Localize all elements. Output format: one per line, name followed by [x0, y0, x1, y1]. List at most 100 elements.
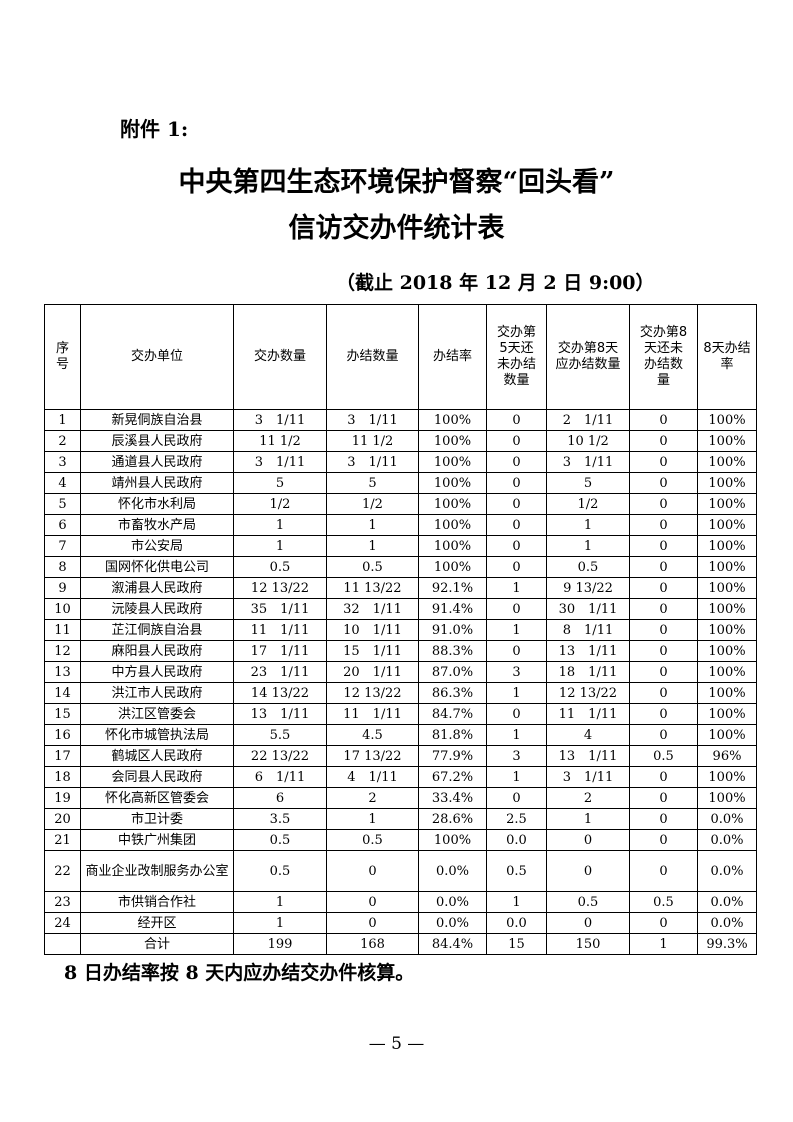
table-cell: 0.0% [697, 891, 757, 913]
table-cell: 20 1/11 [326, 661, 419, 683]
table-cell: 5 [546, 472, 630, 494]
table-cell: 鹤城区人民政府 [80, 745, 234, 767]
table-cell: 100% [697, 472, 757, 494]
table-cell: 20 [44, 808, 81, 830]
table-cell [44, 933, 81, 955]
table-cell: 150 [546, 933, 630, 955]
table-cell: 23 [44, 891, 81, 913]
table-cell: 2.5 [486, 808, 547, 830]
statistics-table: 序号 交办单位 交办数量 办结数量 办结率 交办第5天还未办结数量 交办第8天应办结数量 交办… [44, 304, 757, 955]
table-row: 15 洪江区管委会 13 1/11 11 1/11 84.7% 0 11 1/11 0 100% [44, 703, 757, 725]
table-cell: 0.5 [233, 556, 327, 578]
table-cell: 91.4% [418, 598, 487, 620]
table-cell: 8 [44, 556, 81, 578]
table-cell: 1/2 [233, 493, 327, 515]
table-cell: 14 [44, 682, 81, 704]
table-cell: 10 [44, 598, 81, 620]
table-cell: 100% [418, 451, 487, 473]
table-cell: 11 [44, 619, 81, 641]
table-cell: 12 [44, 640, 81, 662]
table-cell: 0.0% [697, 912, 757, 934]
table-row: 16 怀化市城管执法局 5.5 4.5 81.8% 1 4 0 100% [44, 724, 757, 746]
table-cell: 0.0% [697, 829, 757, 851]
table-cell: 市卫计委 [80, 808, 234, 830]
table-cell: 100% [418, 514, 487, 536]
table-cell: 1 [233, 891, 327, 913]
table-cell: 100% [697, 619, 757, 641]
table-cell: 1 [486, 577, 547, 599]
table-cell: 0.5 [233, 850, 327, 892]
table-cell: 合计 [80, 933, 234, 955]
table-cell: 0 [486, 703, 547, 725]
table-cell: 0.5 [629, 745, 698, 767]
attachment-label: 附件 1: [120, 117, 189, 141]
table-cell: 19 [44, 787, 81, 809]
table-cell: 2 1/11 [546, 409, 630, 431]
table-cell: 1 [233, 514, 327, 536]
table-cell: 市供销合作社 [80, 891, 234, 913]
table-cell: 3 [486, 661, 547, 683]
table-cell: 30 1/11 [546, 598, 630, 620]
table-cell: 0 [629, 640, 698, 662]
table-cell: 洪江区管委会 [80, 703, 234, 725]
total-row: 合计 199 168 84.4% 15 150 1 99.3% [44, 933, 757, 955]
table-cell: 13 [44, 661, 81, 683]
table-cell: 22 [44, 850, 81, 892]
table-cell: 100% [697, 787, 757, 809]
table-cell: 15 [44, 703, 81, 725]
table-row: 17 鹤城区人民政府 22 13/22 17 13/22 77.9% 3 13 1/11 0.… [44, 745, 757, 767]
table-cell: 1 [326, 535, 419, 557]
table-row: 2 辰溪县人民政府 11 1/2 11 1/2 100% 0 10 1/2 0 100% [44, 430, 757, 452]
table-cell: 100% [697, 556, 757, 578]
table-cell: 24 [44, 912, 81, 934]
column-header: 交办第5天还未办结数量 [486, 304, 547, 410]
table-cell: 0.5 [233, 829, 327, 851]
table-cell: 100% [697, 430, 757, 452]
table-cell: 怀化高新区管委会 [80, 787, 234, 809]
table-cell: 4 [44, 472, 81, 494]
table-cell: 168 [326, 933, 419, 955]
table-cell: 16 [44, 724, 81, 746]
table-cell: 0 [486, 787, 547, 809]
table-cell: 0 [486, 409, 547, 431]
table-cell: 4.5 [326, 724, 419, 746]
table-cell: 0 [326, 850, 419, 892]
table-row: 8 国网怀化供电公司 0.5 0.5 100% 0 0.5 0 100% [44, 556, 757, 578]
table-cell: 1 [233, 535, 327, 557]
table-cell: 1/2 [546, 493, 630, 515]
table-cell: 100% [697, 535, 757, 557]
table-cell: 6 1/11 [233, 766, 327, 788]
table-cell: 1 [546, 535, 630, 557]
as-of-date: （截止 2018 年 12 月 2 日 9:00） [336, 272, 655, 294]
table-cell: 81.8% [418, 724, 487, 746]
table-cell: 100% [697, 577, 757, 599]
table-row: 24 经开区 1 0 0.0% 0.0 0 0 0.0% [44, 912, 757, 934]
table-row: 18 会同县人民政府 6 1/11 4 1/11 67.2% 1 3 1/11 0 100% [44, 766, 757, 788]
table-cell: 0 [629, 535, 698, 557]
table-cell: 0 [629, 472, 698, 494]
table-cell: 洪江市人民政府 [80, 682, 234, 704]
table-cell: 100% [418, 556, 487, 578]
table-cell: 9 [44, 577, 81, 599]
table-cell: 1 [546, 808, 630, 830]
table-cell: 100% [418, 409, 487, 431]
table-cell: 0.0% [418, 912, 487, 934]
table-cell: 0 [326, 891, 419, 913]
table-row: 21 中铁广州集团 0.5 0.5 100% 0.0 0 0 0.0% [44, 829, 757, 851]
table-cell: 100% [697, 682, 757, 704]
table-cell: 2 [546, 787, 630, 809]
table-cell: 0 [629, 787, 698, 809]
table-row: 1 新晃侗族自治县 3 1/11 3 1/11 100% 0 2 1/11 0 100% [44, 409, 757, 431]
table-cell: 中铁广州集团 [80, 829, 234, 851]
table-cell: 4 1/11 [326, 766, 419, 788]
table-cell: 10 1/11 [326, 619, 419, 641]
table-cell: 3 [486, 745, 547, 767]
table-cell: 5.5 [233, 724, 327, 746]
table-cell: 14 13/22 [233, 682, 327, 704]
table-cell: 1 [546, 514, 630, 536]
table-cell: 3 1/11 [233, 451, 327, 473]
table-cell: 84.7% [418, 703, 487, 725]
table-cell: 0 [486, 535, 547, 557]
table-cell: 1/2 [326, 493, 419, 515]
table-cell: 0 [486, 472, 547, 494]
